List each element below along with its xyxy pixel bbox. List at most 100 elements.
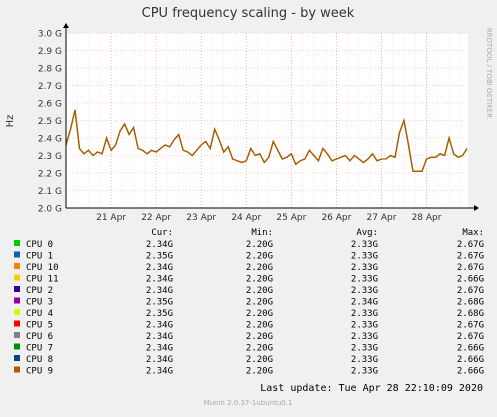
legend-swatch: [14, 297, 20, 304]
legend-value-max: 2.67G: [457, 240, 484, 250]
legend-series-name: CPU 10: [26, 263, 59, 273]
grid: [66, 32, 468, 208]
legend-series-name: CPU 2: [26, 286, 53, 296]
legend-value-max: 2.67G: [457, 321, 484, 331]
y-tick-label: 2.1 G: [38, 187, 62, 197]
legend-swatch: [14, 251, 20, 258]
legend-header-min: Min:: [251, 228, 273, 238]
x-tick-label: 24 Apr: [231, 213, 261, 223]
legend-value-cur: 2.34G: [146, 240, 173, 250]
legend-swatch: [14, 366, 20, 373]
legend-header-avg: Avg:: [356, 228, 378, 238]
y-tick-label: 2.9 G: [38, 47, 62, 57]
legend-series-name: CPU 4: [26, 309, 53, 319]
legend-value-cur: 2.34G: [146, 367, 173, 377]
legend-swatch: [14, 320, 20, 327]
y-tick-label: 2.8 G: [38, 65, 62, 75]
x-tick-label: 21 Apr: [96, 213, 126, 223]
legend-value-cur: 2.34G: [146, 263, 173, 273]
legend-value-min: 2.20G: [246, 367, 273, 377]
legend-value-avg: 2.33G: [351, 240, 378, 250]
legend-value-max: 2.66G: [457, 344, 484, 354]
legend-swatch: [14, 332, 20, 338]
legend-value-cur: 2.34G: [146, 344, 173, 354]
legend-value-min: 2.20G: [246, 355, 273, 365]
legend-value-min: 2.20G: [246, 263, 273, 273]
legend-value-cur: 2.35G: [146, 309, 173, 319]
y-axis-arrow: [63, 23, 69, 28]
legend-value-min: 2.20G: [246, 286, 273, 296]
y-tick-label: 2.5 G: [38, 117, 62, 127]
rrdtool-credit: RRDTOOL / TOBI OETIKER: [485, 28, 493, 118]
legend: Cur: Min: Avg: Max: CPU 0 2.34G 2.20G 2.33G 2.67…: [14, 228, 484, 377]
x-tick-label: 27 Apr: [367, 213, 397, 223]
legend-value-avg: 2.33G: [351, 309, 378, 319]
legend-value-cur: 2.34G: [146, 332, 173, 342]
legend-value-avg: 2.33G: [351, 263, 378, 273]
legend-value-max: 2.67G: [457, 332, 484, 342]
y-tick-label: 2.3 G: [38, 152, 62, 162]
legend-swatch: [14, 286, 20, 292]
legend-value-max: 2.66G: [457, 355, 484, 365]
y-axis-ticks: 2.0 G 2.1 G 2.2 G 2.3 G 2.4 G 2.5 G 2.6 G 2.7 G…: [38, 30, 62, 215]
legend-value-avg: 2.33G: [351, 355, 378, 365]
last-update: Last update: Tue Apr 28 22:10:09 2020: [260, 383, 483, 394]
legend-value-cur: 2.35G: [146, 252, 173, 262]
legend-value-avg: 2.33G: [351, 332, 378, 342]
legend-header-max: Max:: [462, 228, 484, 238]
x-axis-arrow: [474, 205, 479, 211]
legend-series-name: CPU 5: [26, 321, 53, 331]
legend-swatch: [14, 240, 20, 246]
legend-value-cur: 2.34G: [146, 321, 173, 331]
legend-value-max: 2.67G: [457, 252, 484, 262]
legend-value-max: 2.67G: [457, 263, 484, 273]
legend-value-min: 2.20G: [246, 240, 273, 250]
legend-series-name: CPU 9: [26, 367, 53, 377]
y-tick-label: 2.6 G: [38, 100, 62, 110]
legend-series-name: CPU 11: [26, 275, 59, 285]
legend-value-avg: 2.33G: [351, 344, 378, 354]
legend-value-avg: 2.33G: [351, 367, 378, 377]
legend-value-min: 2.20G: [246, 332, 273, 342]
munin-version: Munin 2.0.37-1ubuntu0.1: [204, 399, 293, 407]
legend-value-min: 2.20G: [246, 298, 273, 308]
legend-series-name: CPU 7: [26, 344, 53, 354]
x-tick-label: 28 Apr: [412, 213, 442, 223]
legend-value-min: 2.20G: [246, 344, 273, 354]
legend-value-min: 2.20G: [246, 309, 273, 319]
x-axis-ticks: 21 Apr 22 Apr 23 Apr 24 Apr 25 Apr 26 Apr 27 A…: [96, 213, 442, 223]
legend-value-max: 2.68G: [457, 298, 484, 308]
x-tick-label: 25 Apr: [276, 213, 306, 223]
series-line-top: [65, 109, 468, 172]
series-lines: [65, 109, 468, 172]
y-tick-label: 3.0 G: [38, 30, 62, 40]
y-tick-label: 2.4 G: [38, 135, 62, 145]
legend-series-name: CPU 3: [26, 298, 53, 308]
legend-value-avg: 2.33G: [351, 321, 378, 331]
y-tick-label: 2.7 G: [38, 82, 62, 92]
legend-value-min: 2.20G: [246, 275, 273, 285]
legend-value-cur: 2.34G: [146, 286, 173, 296]
legend-value-max: 2.67G: [457, 286, 484, 296]
legend-series-name: CPU 0: [26, 240, 53, 250]
legend-value-min: 2.20G: [246, 321, 273, 331]
legend-swatch: [14, 343, 20, 350]
legend-value-avg: 2.33G: [351, 286, 378, 296]
legend-value-avg: 2.33G: [351, 252, 378, 262]
legend-value-cur: 2.34G: [146, 355, 173, 365]
y-tick-label: 2.0 G: [38, 205, 62, 215]
legend-value-avg: 2.33G: [351, 275, 378, 285]
legend-swatch: [14, 263, 20, 269]
legend-series-name: CPU 6: [26, 332, 53, 342]
legend-value-max: 2.68G: [457, 309, 484, 319]
legend-value-max: 2.66G: [457, 275, 484, 285]
x-tick-label: 22 Apr: [141, 213, 171, 223]
legend-swatch: [14, 355, 20, 361]
legend-value-cur: 2.34G: [146, 275, 173, 285]
legend-series-name: CPU 8: [26, 355, 53, 365]
y-tick-label: 2.2 G: [38, 170, 62, 180]
axes: [63, 23, 479, 211]
x-tick-label: 26 Apr: [321, 213, 351, 223]
